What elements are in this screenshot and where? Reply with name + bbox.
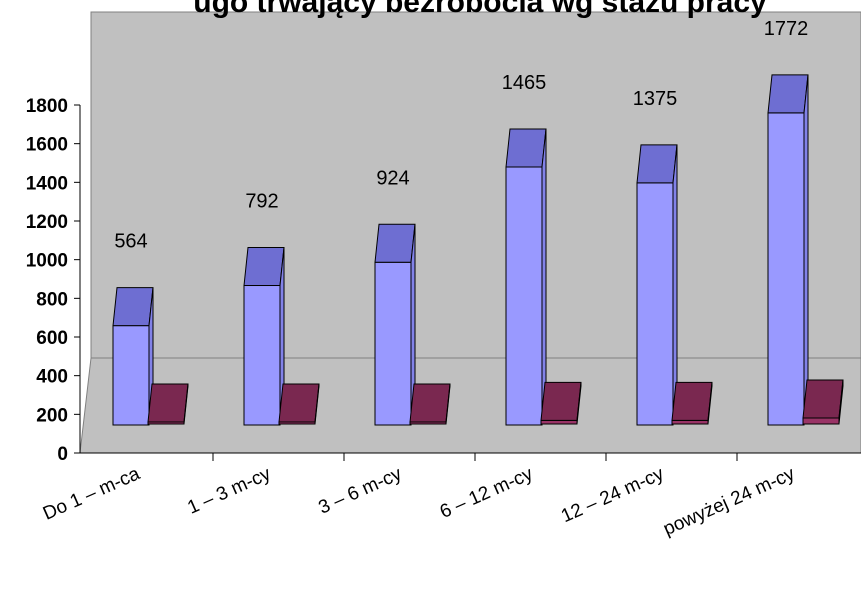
- floor: [79, 357, 861, 454]
- y-tick-label: 400: [36, 367, 68, 388]
- bar-series2-4-front: [671, 419, 709, 425]
- data-label: 564: [114, 231, 147, 253]
- bar-series2-2-top: [409, 383, 451, 423]
- y-tick-label: 1400: [26, 173, 68, 194]
- bar-series1-1: [243, 247, 285, 426]
- bar-series1-4-front: [636, 182, 674, 426]
- bar-series1-1-front: [243, 285, 281, 426]
- bar-series1-5: [767, 74, 809, 426]
- bar-series2-3-top: [540, 381, 582, 421]
- bar-series2-2: [409, 383, 451, 425]
- data-label: 1772: [764, 18, 809, 40]
- bar-series2-1: [278, 383, 320, 425]
- chart-title: ugo trwający bezrobocia wg stażu pracy: [193, 0, 767, 19]
- y-tick-label: 600: [36, 328, 68, 349]
- bar-series1-5-side: [803, 74, 809, 426]
- bar-series2-0-top: [147, 383, 189, 423]
- bar-series2-3: [540, 381, 582, 425]
- bar-series1-3: [505, 128, 547, 426]
- bar-series1-0-front: [112, 325, 150, 426]
- bar-series1-2: [374, 223, 416, 426]
- y-tick-label: 1800: [26, 96, 68, 117]
- bar-series1-1-top: [243, 247, 285, 287]
- y-tick-label: 1000: [26, 251, 68, 272]
- data-label: 1465: [502, 72, 547, 94]
- back-wall: [90, 11, 861, 359]
- x-category-label: 6 – 12 m-cy: [437, 463, 537, 523]
- bar-series1-2-front: [374, 261, 412, 426]
- data-label: 792: [245, 191, 278, 213]
- y-tick-label: 0: [57, 444, 68, 465]
- y-tick-label: 200: [36, 405, 68, 426]
- bar-series2-2-side: [445, 383, 451, 425]
- bar-series2-5: [802, 379, 844, 425]
- y-tick-label: 1600: [26, 135, 68, 156]
- bar-series1-3-side: [541, 128, 547, 426]
- y-tick-label: 800: [36, 289, 68, 310]
- bar-series1-4-top: [636, 144, 678, 184]
- x-category-label: Do 1 – m-ca: [40, 463, 143, 524]
- bar-series2-1-side: [314, 383, 320, 425]
- bar-series2-1-top: [278, 383, 320, 423]
- bar-series1-5-top: [767, 74, 809, 114]
- x-category-label: 1 – 3 m-cy: [184, 463, 274, 518]
- data-label: 924: [376, 167, 409, 189]
- y-tick-label: 1200: [26, 212, 68, 233]
- bar-series2-0: [147, 383, 189, 425]
- bar-series2-0-side: [183, 383, 189, 425]
- bar-series1-3-top: [505, 128, 547, 168]
- bar-series2-3-front: [540, 419, 578, 425]
- bar-series2-4-top: [671, 381, 713, 421]
- data-label: 1375: [633, 88, 678, 110]
- x-category-label: 12 – 24 m-cy: [558, 463, 667, 527]
- bar-series2-5-front: [802, 417, 840, 425]
- bar-series2-4: [671, 381, 713, 425]
- x-category-label: 3 – 6 m-cy: [315, 463, 405, 518]
- bar-series1-0-top: [112, 287, 154, 327]
- bar-series1-2-top: [374, 223, 416, 263]
- bar-series1-0: [112, 287, 154, 426]
- bar-series1-5-front: [767, 112, 805, 426]
- bar-series1-4: [636, 144, 678, 426]
- x-category-label: powyżej 24 m-cy: [660, 463, 798, 540]
- bar-series1-3-front: [505, 166, 543, 426]
- bar-series2-5-top: [802, 379, 844, 419]
- bar-series2-3-side: [576, 382, 582, 425]
- bar-series2-4-side: [707, 382, 713, 425]
- bar-series2-5-side: [838, 379, 844, 425]
